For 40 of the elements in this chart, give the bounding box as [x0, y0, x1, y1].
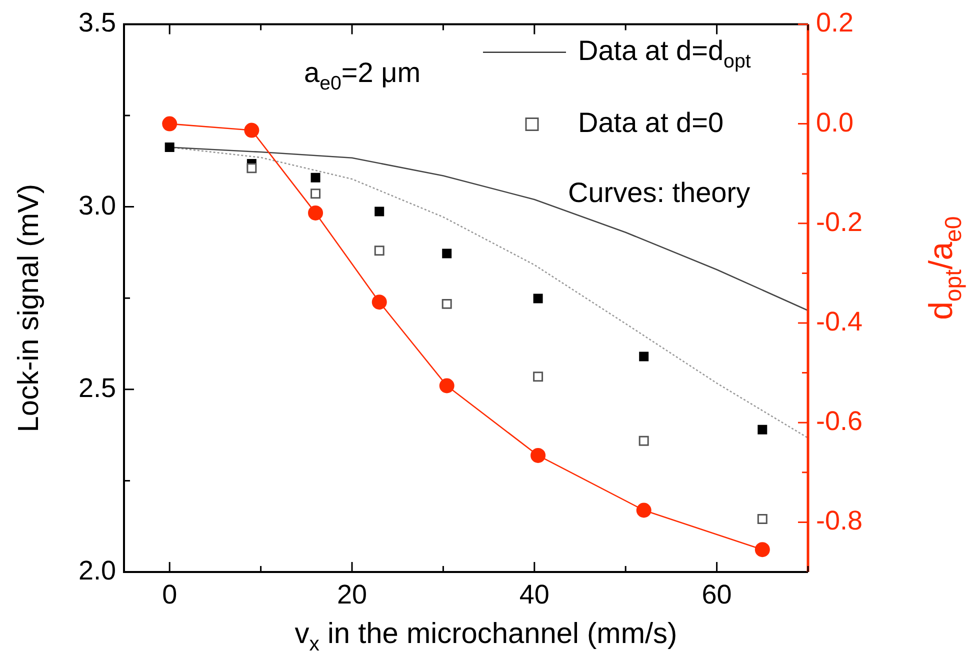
point [308, 205, 324, 220]
point [374, 246, 384, 256]
point [374, 206, 384, 216]
x-tick-label: 40 [519, 580, 550, 610]
y2-tick-label: -0.8 [816, 506, 863, 536]
point [442, 298, 452, 309]
point [244, 122, 260, 138]
point [757, 514, 768, 524]
point [530, 448, 546, 463]
point [310, 172, 320, 182]
annotation: Curves: theory [568, 176, 750, 208]
point [639, 352, 649, 362]
x-tick-label: 20 [336, 580, 368, 610]
y-tick-label: 2.0 [78, 555, 116, 586]
point [533, 294, 543, 304]
y2-tick-label: 0.0 [816, 107, 854, 138]
y-tick-label: 2.5 [78, 372, 116, 403]
x-tick-label: 0 [162, 580, 178, 610]
point [162, 116, 178, 132]
point [636, 502, 652, 518]
y2-tick-label: -0.4 [816, 306, 863, 336]
legend-label: Data at d=0 [578, 106, 724, 138]
point [638, 436, 649, 446]
y2-tick-label: -0.6 [816, 406, 863, 436]
x-tick-label: 60 [702, 580, 732, 610]
point [442, 248, 452, 258]
y-axis-title: Lock-in signal (mV) [13, 184, 45, 432]
y-tick-label: 3.5 [78, 8, 116, 38]
point [533, 372, 544, 382]
point [758, 424, 768, 434]
point [754, 542, 770, 558]
y-tick-label: 3.0 [78, 190, 116, 220]
point [372, 294, 387, 310]
point [164, 142, 174, 152]
y2-tick-label: -0.2 [816, 206, 863, 237]
point [246, 163, 257, 174]
y2-axis-title: dopt/ae0 [922, 216, 966, 320]
point [439, 378, 454, 394]
point [310, 188, 321, 199]
y2-tick-label: 0.2 [816, 8, 854, 38]
